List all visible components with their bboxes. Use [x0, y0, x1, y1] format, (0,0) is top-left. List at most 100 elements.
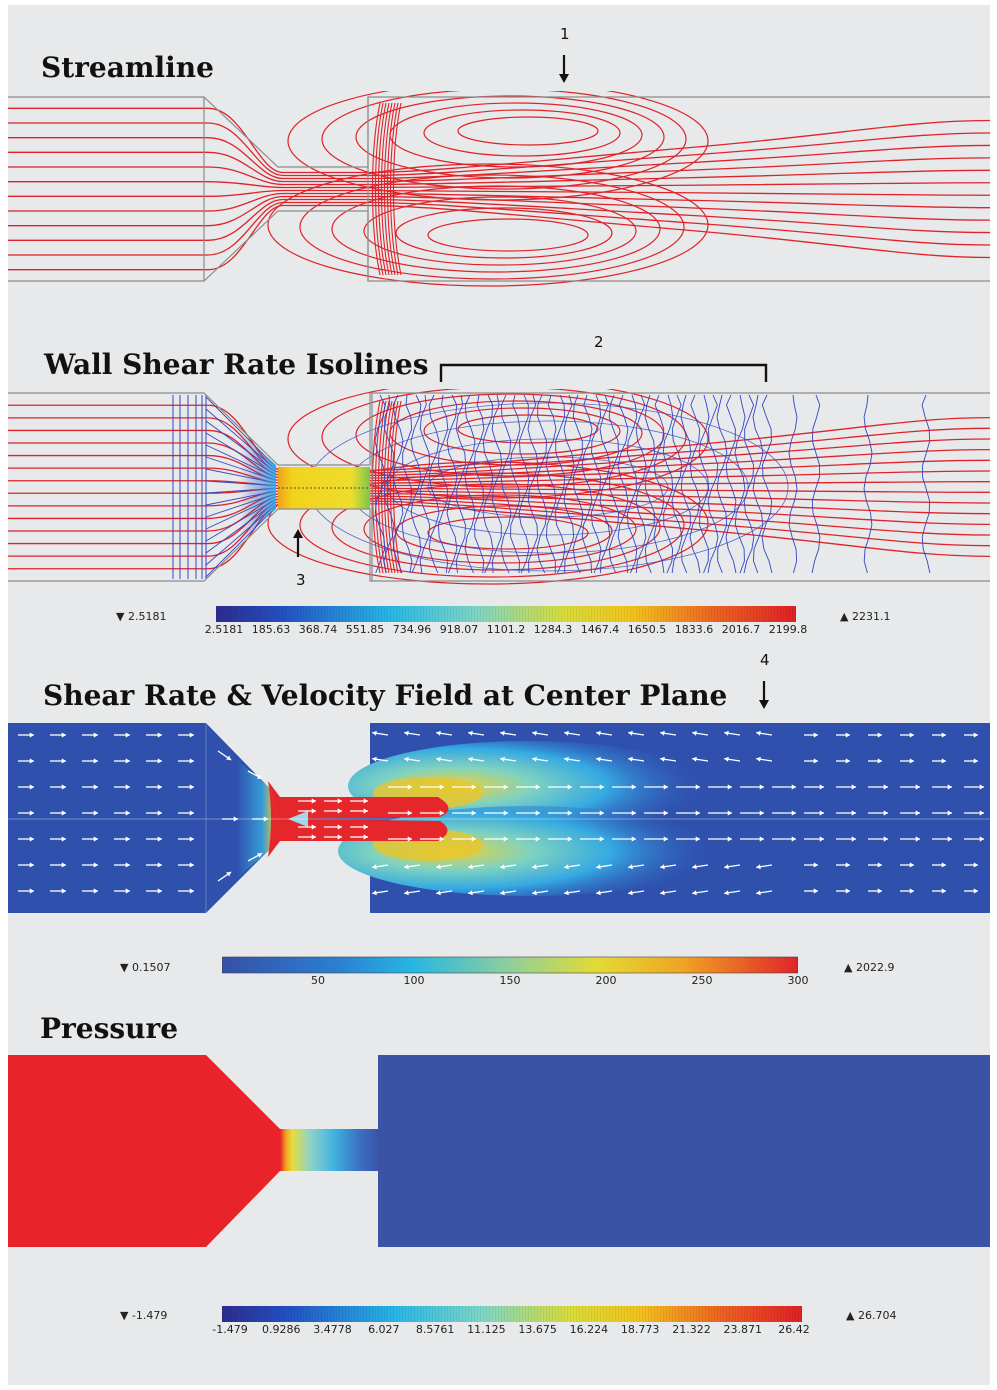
velocity-arrow-head [756, 730, 761, 736]
pressure-throat [280, 1129, 380, 1171]
isoline [689, 394, 701, 574]
streamline [8, 137, 990, 180]
velocity-arrow-head [468, 890, 473, 896]
velocity-arrow-head [851, 810, 856, 816]
velocity-arrow-head [979, 784, 984, 790]
cone-shear-band [240, 433, 276, 541]
velocity-arrow-head [877, 732, 882, 738]
isoline [644, 394, 656, 574]
velocity-arrow-head [596, 756, 601, 762]
streamline [380, 102, 390, 276]
velocity-arrow-head [692, 890, 697, 896]
velocity-arrow-head [660, 890, 665, 896]
shear-velocity-plot [8, 721, 990, 913]
isoline [743, 394, 755, 574]
velocity-arrow-head [695, 810, 700, 816]
velocity-arrow-head [500, 756, 505, 762]
velocity-arrow-head [439, 784, 444, 790]
velocity-arrow-head [599, 810, 604, 816]
isoline [464, 394, 476, 574]
isoline [788, 394, 798, 574]
velocity-arrow-head [759, 784, 764, 790]
velocity-arrow-head [724, 864, 729, 870]
pressure-title: Pressure [40, 1012, 179, 1045]
velocity-arrow-head [61, 732, 66, 738]
isoline [387, 438, 709, 536]
velocity-arrow-head [883, 784, 888, 790]
colorbar-tick-label: 13.675 [518, 1323, 557, 1336]
velocity-arrow-head [727, 836, 732, 842]
velocity-arrow-head [567, 784, 572, 790]
velocity-arrow-head [845, 862, 850, 868]
streamline [383, 102, 393, 276]
colorbar-tick-label: 50 [311, 974, 325, 987]
velocity-arrow-head [337, 834, 342, 840]
velocity-arrow-head [93, 784, 98, 790]
velocity-arrow-head [468, 864, 473, 870]
streamline [8, 490, 990, 507]
isoline [383, 394, 395, 574]
velocity-arrow-head [337, 824, 342, 830]
velocity-arrow-head [845, 758, 850, 764]
shear-velocity-colorbar [222, 956, 798, 974]
velocity-arrow-head [845, 888, 850, 894]
recirculation-loop [427, 218, 589, 252]
figure: Streamline 1 Wall Shear Rate Isolines 2 [8, 5, 990, 1385]
streamline [8, 195, 990, 227]
velocity-arrow-head [791, 810, 796, 816]
velocity-arrow-head [404, 890, 409, 896]
velocity-arrow-head [61, 836, 66, 842]
velocity-arrow-head [819, 810, 824, 816]
velocity-arrow-head [727, 784, 732, 790]
velocity-arrow-head [500, 864, 505, 870]
velocity-arrow-head [759, 836, 764, 842]
colorbar-tick-label: 1650.5 [627, 623, 667, 636]
isoline [671, 394, 683, 574]
callout-4-arrow [759, 681, 769, 709]
velocity-arrow-head [471, 836, 476, 842]
velocity-arrow-head [947, 836, 952, 842]
streamline [8, 467, 990, 484]
velocity-arrow-head [471, 784, 476, 790]
velocity-arrow-head [93, 758, 98, 764]
velocity-arrow-head [813, 758, 818, 764]
velocity-arrow-head [973, 732, 978, 738]
isoline [427, 456, 669, 518]
isoline [811, 394, 821, 574]
velocity-arrow-head [819, 784, 824, 790]
velocity-arrow-head [631, 836, 636, 842]
isoline [716, 394, 728, 574]
streamline [386, 102, 396, 276]
velocity-arrow-head [407, 836, 412, 842]
callout-3: 3 [296, 571, 306, 589]
recirculation-loop [267, 163, 709, 287]
velocity-arrow-head [909, 732, 914, 738]
velocity-arrow-head [979, 836, 984, 842]
isoline [626, 394, 638, 574]
streamline [383, 400, 393, 574]
colorbar-tick-label: 1467.4 [580, 623, 620, 636]
velocity-arrow-head [663, 784, 668, 790]
velocity-arrow-head [660, 756, 665, 762]
streamline-plot [8, 91, 990, 287]
shear-velocity-colorbar-min: ▼ 0.1507 [120, 961, 171, 974]
velocity-arrow-head [564, 756, 569, 762]
pressure-low-region [378, 1055, 990, 1247]
streamline [8, 166, 990, 186]
streamline [392, 400, 402, 574]
isoline [752, 394, 764, 574]
wall-shear-colorbar-max: ▲ 2231.1 [840, 610, 891, 623]
velocity-arrow-head [436, 730, 441, 736]
streamline [8, 204, 990, 271]
colorbar-tick-label: 11.125 [467, 1323, 506, 1336]
velocity-arrow-head [257, 853, 263, 858]
velocity-arrow-head [692, 730, 697, 736]
velocity-arrows [18, 730, 984, 896]
isoline [863, 394, 873, 574]
isoline [500, 394, 512, 574]
streamline [8, 122, 990, 177]
velocity-arrow-head [125, 810, 130, 816]
streamline [374, 400, 384, 574]
isoline [473, 394, 485, 574]
streamline [8, 492, 990, 520]
